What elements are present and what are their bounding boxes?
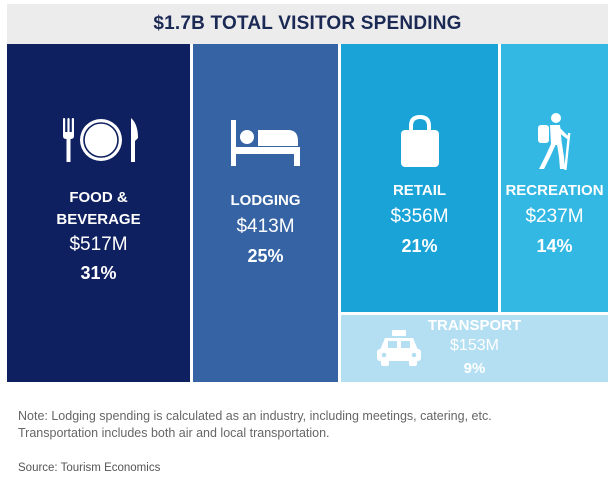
- chart-title: $1.7B TOTAL VISITOR SPENDING: [7, 4, 608, 44]
- value-label-retail: $356M: [390, 206, 449, 227]
- category-label-retail: RETAIL: [392, 182, 447, 199]
- tile-transport: TRANSPORT $153M 9%: [341, 315, 608, 382]
- fork-plate-knife-icon: [63, 118, 138, 162]
- share-label-transport: 9%: [463, 360, 486, 377]
- category-label-recreation: RECREATION: [505, 182, 604, 199]
- shopping-bag-icon: [401, 114, 439, 167]
- value-label-lodging: $413M: [236, 216, 295, 237]
- tile-lodging: LODGING $413M 25%: [193, 44, 338, 382]
- footnote-line-1: Note: Lodging spending is calculated as …: [18, 409, 492, 423]
- share-label-food: 31%: [80, 263, 117, 283]
- share-label-retail: 21%: [401, 236, 438, 256]
- category-label-line-1: FOOD &: [69, 189, 128, 206]
- bed-icon: [231, 120, 300, 166]
- hiker-icon: [538, 113, 571, 170]
- value-label-transport: $153M: [450, 337, 499, 354]
- category-label-lodging: LODGING: [230, 192, 301, 209]
- value-label-food: $517M: [69, 234, 128, 255]
- source-citation: Source: Tourism Economics: [18, 462, 161, 474]
- tile-food-beverage: FOOD & BEVERAGE $517M 31%: [7, 44, 190, 382]
- footnote: Note: Lodging spending is calculated as …: [18, 408, 598, 442]
- share-label-recreation: 14%: [536, 236, 573, 256]
- tile-recreation: RECREATION $237M 14%: [501, 44, 608, 312]
- taxi-icon: [377, 330, 421, 366]
- share-label-lodging: 25%: [247, 246, 284, 266]
- value-label-recreation: $237M: [525, 206, 584, 227]
- footnote-line-2: Transportation includes both air and loc…: [18, 426, 330, 440]
- tile-retail: RETAIL $356M 21%: [341, 44, 498, 312]
- category-label-transport: TRANSPORT: [427, 317, 522, 334]
- category-label-line-2: BEVERAGE: [56, 211, 141, 228]
- category-label-food: FOOD & BEVERAGE: [7, 187, 190, 231]
